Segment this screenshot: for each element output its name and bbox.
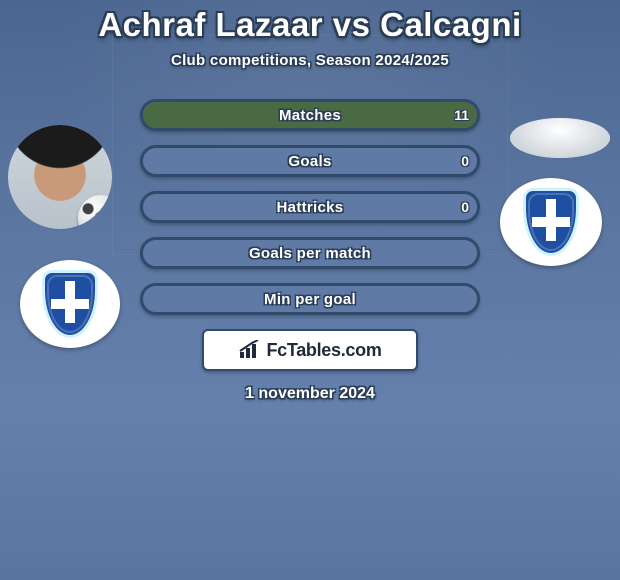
branding-box[interactable]: FcTables.com bbox=[202, 329, 418, 371]
fctables-logo-icon bbox=[238, 340, 264, 360]
club-badge-left bbox=[20, 260, 120, 348]
infographic-date: 1 november 2024 bbox=[0, 385, 620, 403]
player-right-avatar bbox=[510, 118, 610, 158]
page-subtitle: Club competitions, Season 2024/2025 bbox=[0, 52, 620, 69]
stat-label: Matches bbox=[143, 102, 477, 128]
stat-value-right: 0 bbox=[461, 148, 469, 174]
stat-label: Goals per match bbox=[143, 240, 477, 266]
stat-value-right: 11 bbox=[454, 102, 469, 128]
stat-row-goals-per-match: Goals per match bbox=[140, 237, 480, 269]
novara-shield-icon bbox=[42, 270, 98, 338]
stat-row-hattricks: Hattricks 0 bbox=[140, 191, 480, 223]
stat-row-min-per-goal: Min per goal bbox=[140, 283, 480, 315]
page-title: Achraf Lazaar vs Calcagni bbox=[0, 0, 620, 44]
stat-row-goals: Goals 0 bbox=[140, 145, 480, 177]
stat-row-matches: Matches 11 bbox=[140, 99, 480, 131]
stat-label: Hattricks bbox=[143, 194, 477, 220]
stat-label: Goals bbox=[143, 148, 477, 174]
club-badge-right bbox=[500, 178, 602, 266]
player-left-avatar bbox=[8, 125, 112, 229]
novara-shield-icon bbox=[523, 188, 579, 256]
branding-text: FcTables.com bbox=[266, 340, 381, 361]
stat-value-right: 0 bbox=[461, 194, 469, 220]
stat-label: Min per goal bbox=[143, 286, 477, 312]
